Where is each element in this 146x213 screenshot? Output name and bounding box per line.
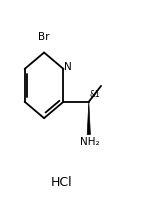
- Text: &1: &1: [90, 90, 101, 99]
- Text: NH₂: NH₂: [80, 137, 99, 147]
- Text: Br: Br: [38, 32, 49, 42]
- Text: N: N: [64, 62, 71, 72]
- Text: HCl: HCl: [51, 176, 72, 189]
- Polygon shape: [87, 102, 90, 135]
